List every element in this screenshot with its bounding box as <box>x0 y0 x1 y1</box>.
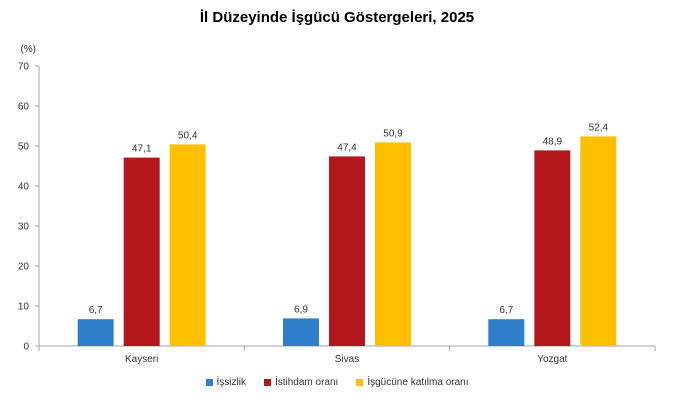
x-axis: Kayseri Sivas Yozgat <box>38 345 656 365</box>
legend: İşsizlik İstihdam oranı İşgücüne katılma… <box>0 377 674 388</box>
y-axis-unit-label: (%) <box>20 44 36 55</box>
x-category-label: Sivas <box>335 354 359 365</box>
chart-title: İl Düzeyinde İşgücü Göstergeleri, 2025 <box>199 9 475 26</box>
y-tick-label: 20 <box>18 262 30 273</box>
y-axis: (%) 0 10 20 30 40 50 60 70 <box>18 44 40 353</box>
legend-swatch-unemployment <box>205 379 213 386</box>
legend-label-employment-rate: İstihdam oranı <box>274 377 339 388</box>
bar-value-label: 50,9 <box>383 128 403 139</box>
legend-label-participation-rate: İşgücüne katılma oranı <box>367 377 469 388</box>
bar-value-label: 6,9 <box>294 304 308 315</box>
legend-label-unemployment: İşsizlik <box>216 377 246 388</box>
bar-value-label: 6,7 <box>89 305 103 316</box>
bar <box>580 136 617 346</box>
bar-value-label: 50,4 <box>178 130 198 141</box>
x-category-label: Yozgat <box>537 354 567 365</box>
bar <box>488 319 525 346</box>
bar <box>123 157 160 346</box>
y-tick-label: 10 <box>18 302 30 313</box>
legend-swatch-employment-rate <box>263 379 271 386</box>
x-category-label: Kayseri <box>125 354 158 365</box>
y-tick-label: 50 <box>18 142 30 153</box>
bar <box>534 150 571 346</box>
legend-swatch-participation-rate <box>356 379 364 386</box>
legend-item-participation-rate: İşgücüne katılma oranı <box>356 377 469 388</box>
bar <box>169 144 206 346</box>
y-tick-label: 60 <box>18 102 30 113</box>
bar-value-label: 52,4 <box>589 122 609 133</box>
bar <box>375 142 411 346</box>
y-tick-label: 40 <box>18 182 30 193</box>
bar-value-label: 47,1 <box>132 144 152 155</box>
legend-item-unemployment: İşsizlik <box>205 377 246 388</box>
bar <box>283 318 319 346</box>
bar-value-label: 47,4 <box>337 142 357 153</box>
y-tick-label: 30 <box>18 222 30 233</box>
bar-value-label: 6,7 <box>499 305 513 316</box>
bar-value-label: 48,9 <box>543 136 563 147</box>
bar <box>77 319 114 346</box>
bars: 6,7 47,1 50,4 6,9 47,4 50,9 6,7 48,9 52,4 <box>77 122 617 346</box>
y-tick-label: 70 <box>18 62 30 73</box>
bar <box>329 156 365 346</box>
legend-item-employment-rate: İstihdam oranı <box>263 377 339 388</box>
y-tick-label: 0 <box>23 342 29 353</box>
